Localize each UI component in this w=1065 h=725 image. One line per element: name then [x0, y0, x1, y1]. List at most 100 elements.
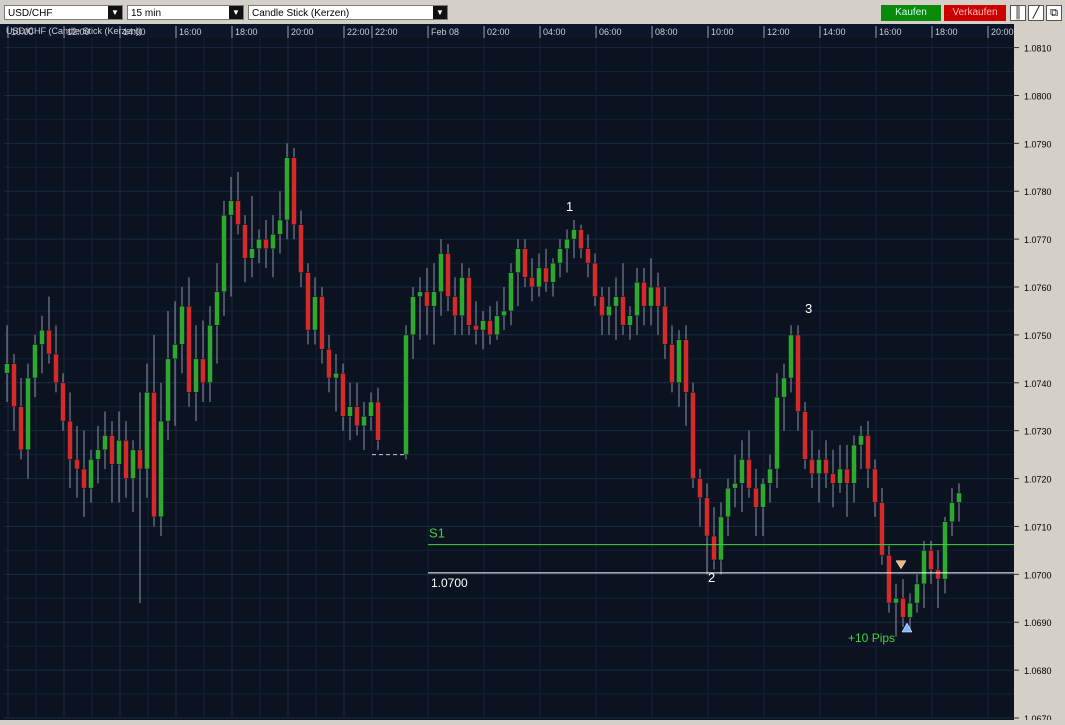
y-tick-label: 1.0720	[1024, 475, 1052, 485]
candle-up	[228, 200, 234, 216]
candle-up	[39, 329, 45, 345]
candle-up	[564, 238, 570, 249]
candle-down	[522, 248, 528, 278]
candle-down	[592, 262, 598, 297]
candle-down	[186, 305, 192, 393]
candles	[4, 143, 962, 637]
candle-down	[662, 305, 668, 345]
chart-toolbar: USD/CHF ▼ 15 min ▼ Candle Stick (Kerzen)…	[0, 0, 1065, 25]
point-1-label: 1	[566, 199, 573, 214]
candle-up	[270, 234, 276, 249]
y-axis: 1.0810 1.0800 1.0790 1.0780 1.0770 1.0760 1.07…	[1014, 24, 1065, 724]
x-tick-label: 22:00	[347, 27, 370, 37]
x-tick-label: 16:00	[879, 27, 902, 37]
candle-up	[130, 449, 136, 479]
pips-label: +10 Pips	[848, 631, 895, 645]
draw-line-icon[interactable]: ╱	[1028, 5, 1044, 21]
candle-up	[165, 358, 171, 422]
candle-down	[830, 473, 836, 484]
candle-down	[340, 372, 346, 417]
candle-down	[18, 406, 24, 451]
candle-up	[767, 468, 773, 484]
candle-down	[865, 435, 871, 470]
candle-down	[935, 569, 941, 580]
x-tick-label: 22:00	[375, 27, 398, 37]
x-axis-strip	[0, 24, 1014, 38]
candle-down	[753, 487, 759, 508]
candle-down	[445, 253, 451, 297]
detach-window-icon[interactable]: ⧉	[1046, 5, 1062, 21]
chevron-down-icon[interactable]: ▼	[108, 6, 122, 19]
s1-label: S1	[429, 526, 445, 541]
candle-down	[53, 353, 59, 384]
x-tick-label: 06:00	[599, 27, 622, 37]
x-tick-label: 04:00	[543, 27, 566, 37]
candle-up	[949, 502, 955, 522]
x-tick-label: Feb 08	[431, 27, 459, 37]
candle-up	[284, 157, 290, 221]
candle-up	[410, 296, 416, 336]
chart-type-select-value: Candle Stick (Kerzen)	[252, 8, 350, 19]
candle-down	[900, 598, 906, 618]
candle-down	[354, 406, 360, 427]
x-tick-label: 08:00	[655, 27, 678, 37]
candle-down	[123, 440, 129, 479]
chevron-down-icon[interactable]: ▼	[229, 6, 243, 19]
y-tick-label: 1.0800	[1024, 91, 1052, 101]
chart-title: USD/CHF (Candle Stick (Kerzen))	[6, 26, 143, 36]
buy-marker-icon	[901, 622, 913, 633]
x-tick-label: 10:00	[711, 27, 734, 37]
symbol-select[interactable]: USD/CHF ▼	[4, 5, 123, 20]
candle-down	[151, 392, 157, 518]
candle-up	[144, 392, 150, 470]
x-axis: 10:00 12:00 14:00 16:00 18:00 20:00 22:00 22:00…	[7, 26, 1014, 38]
candle-down	[466, 277, 472, 326]
candle-down	[67, 420, 73, 460]
y-axis-panel	[1014, 24, 1065, 720]
chart-annotations: S1 1.0700 1 2 3 +10 Pips	[372, 199, 1014, 645]
candle-up	[459, 277, 465, 316]
candle-up	[634, 281, 640, 316]
candle-down	[473, 325, 479, 331]
y-tick-label: 1.0760	[1024, 283, 1052, 293]
candle-up	[760, 483, 766, 508]
symbol-select-value: USD/CHF	[8, 8, 53, 19]
timeframe-select[interactable]: 15 min ▼	[127, 5, 244, 20]
candle-down	[795, 334, 801, 412]
buy-button[interactable]: Kaufen	[881, 5, 941, 21]
y-tick-label: 1.0710	[1024, 522, 1052, 532]
candle-down	[683, 339, 689, 393]
candle-up	[571, 229, 577, 240]
chart-type-select[interactable]: Candle Stick (Kerzen) ▼	[248, 5, 448, 20]
candle-down	[242, 224, 248, 259]
candle-up	[627, 315, 633, 326]
sell-button[interactable]: Verkaufen	[944, 5, 1006, 21]
candle-up	[858, 435, 864, 446]
candle-up	[102, 435, 108, 451]
candle-up	[417, 291, 423, 297]
candle-down	[60, 382, 66, 422]
candle-up	[88, 459, 94, 489]
candle-down	[452, 296, 458, 316]
chevron-down-icon[interactable]: ▼	[433, 6, 447, 19]
candle-up	[907, 602, 913, 618]
candle-up	[774, 396, 780, 470]
candle-up	[550, 262, 556, 283]
sell-marker-icon	[895, 560, 907, 570]
x-tick-label: 02:00	[487, 27, 510, 37]
candle-down	[109, 435, 115, 465]
candle-up	[277, 219, 283, 235]
x-tick-label: 20:00	[291, 27, 314, 37]
chart-grid	[0, 24, 1065, 720]
candle-down	[641, 281, 647, 307]
x-tick-label: 14:00	[123, 27, 146, 37]
candle-up	[256, 238, 262, 249]
level-label: 1.0700	[431, 576, 468, 590]
candlestick-chart[interactable]: 10:00 12:00 14:00 16:00 18:00 20:00 22:00 22:00…	[0, 24, 1065, 724]
candle-up	[431, 291, 437, 307]
candle-up	[368, 401, 374, 417]
chart-area[interactable]: 10:00 12:00 14:00 16:00 18:00 20:00 22:00 22:00…	[0, 24, 1065, 724]
bar-chart-icon[interactable]: ║	[1010, 5, 1026, 21]
candle-up	[781, 377, 787, 398]
candle-up	[613, 296, 619, 307]
